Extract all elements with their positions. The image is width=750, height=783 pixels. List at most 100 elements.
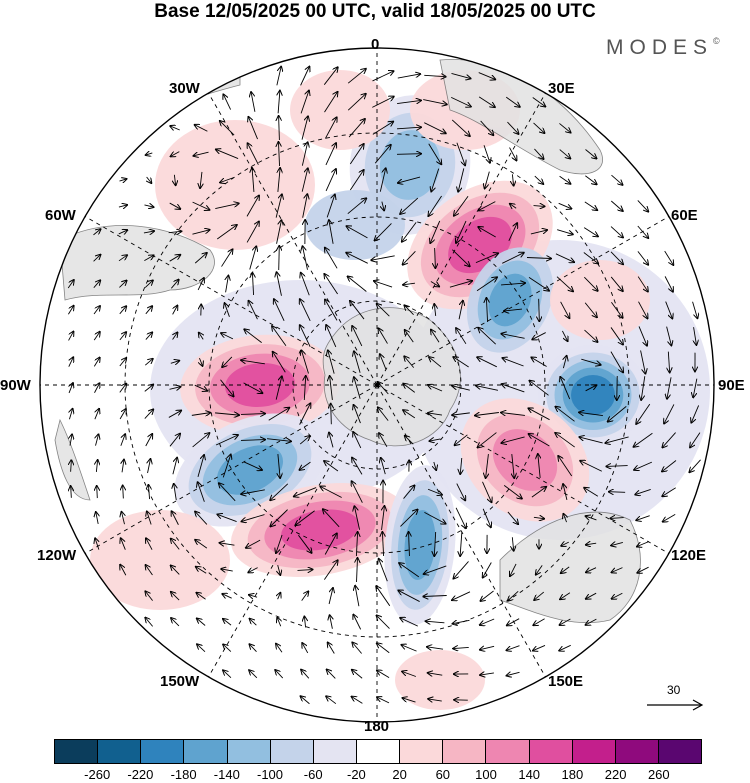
wind-arrow xyxy=(168,411,181,418)
wind-arrow xyxy=(583,227,598,237)
wind-arrow xyxy=(396,127,421,129)
wind-arrow xyxy=(301,696,310,705)
wind-arrow xyxy=(191,413,210,416)
wind-arrow xyxy=(501,413,525,416)
wind-arrow xyxy=(609,492,626,493)
wind-arrow xyxy=(611,542,623,545)
wind-arrow xyxy=(320,486,342,498)
wind-arrow xyxy=(323,67,337,85)
wind-arrow xyxy=(301,116,308,140)
wind-arrow xyxy=(477,357,497,368)
wind-arrow xyxy=(430,439,441,441)
wind-arrow xyxy=(693,378,698,398)
wind-arrow xyxy=(93,280,100,288)
wind-arrow xyxy=(301,142,307,166)
wind-arrow xyxy=(539,298,540,321)
wind-arrow xyxy=(533,122,545,133)
wind-arrow xyxy=(449,281,472,288)
wind-arrow xyxy=(171,592,180,601)
wind-arrow xyxy=(502,253,524,264)
wind-arrow xyxy=(636,403,651,424)
colorbar-swatch xyxy=(400,740,444,763)
wind-arrow xyxy=(530,230,547,235)
wind-arrow xyxy=(294,487,317,497)
wind-arrow xyxy=(452,413,470,415)
wind-arrow xyxy=(485,171,490,189)
wind-arrow xyxy=(223,670,232,678)
wind-arrow xyxy=(324,117,336,139)
wind-arrow xyxy=(400,197,419,214)
wind-arrow xyxy=(506,672,520,675)
wind-arrow xyxy=(528,276,549,290)
wind-arrow xyxy=(452,386,470,391)
wind-arrow xyxy=(689,459,701,472)
wind-arrow xyxy=(608,406,627,421)
wind-arrow xyxy=(605,436,629,443)
wind-arrow xyxy=(560,377,571,400)
wind-arrow xyxy=(226,276,229,293)
wind-arrow xyxy=(402,671,417,677)
anomaly-blob xyxy=(492,429,558,491)
wind-arrow xyxy=(223,644,232,652)
wind-arrow xyxy=(480,673,494,675)
wind-arrow xyxy=(326,325,337,348)
wind-arrow xyxy=(482,508,491,527)
wind-arrow xyxy=(400,618,418,627)
wind-arrow xyxy=(534,591,545,600)
wind-arrow xyxy=(501,334,525,339)
lon-label-90w: 90W xyxy=(0,377,31,394)
anomaly-blob xyxy=(216,445,284,495)
wind-arrow xyxy=(563,514,566,523)
wind-arrow xyxy=(456,483,465,501)
wind-arrow xyxy=(456,328,467,345)
meridian-line xyxy=(84,384,378,554)
wind-arrow xyxy=(323,560,337,580)
wind-arrow xyxy=(195,540,208,549)
wind-arrow xyxy=(377,304,390,317)
wind-arrow xyxy=(429,357,442,368)
wind-arrow xyxy=(302,351,309,374)
wind-arrow xyxy=(690,432,701,448)
anomaly-blob xyxy=(90,510,230,610)
wind-arrow xyxy=(353,432,362,449)
wind-arrow xyxy=(68,332,74,341)
lon-label-150w: 150W xyxy=(160,673,200,690)
anomaly-blob xyxy=(395,650,485,710)
wind-arrow xyxy=(170,280,178,289)
wind-arrow xyxy=(197,644,206,653)
wind-arrow xyxy=(559,175,571,184)
wind-arrow xyxy=(352,326,363,347)
wind-arrow xyxy=(215,203,238,210)
wind-arrow xyxy=(585,149,597,159)
polar-stereographic-map xyxy=(39,47,715,723)
wind-arrow xyxy=(397,100,421,103)
wind-arrow xyxy=(145,434,152,447)
map-title: Base 12/05/2025 00 UTC, valid 18/05/2025… xyxy=(154,1,596,22)
wind-arrow xyxy=(243,382,263,393)
lon-label-90e: 90E xyxy=(718,377,745,394)
wind-arrow xyxy=(168,231,182,232)
wind-arrow xyxy=(119,358,126,367)
wind-arrow xyxy=(96,434,99,446)
wind-arrow xyxy=(584,488,599,497)
wind-arrow xyxy=(480,120,494,135)
wind-arrow xyxy=(144,385,154,392)
wind-arrow xyxy=(241,489,265,494)
wind-arrow xyxy=(222,356,233,367)
wind-arrow xyxy=(475,412,499,415)
wind-arrow xyxy=(93,306,100,315)
wind-arrow xyxy=(507,645,520,651)
wind-arrow xyxy=(171,618,180,627)
map-boundary xyxy=(39,47,715,723)
wind-arrow xyxy=(692,301,698,318)
wind-arrow xyxy=(637,225,648,238)
wind-arrow xyxy=(304,617,305,628)
wind-arrow xyxy=(298,534,311,553)
wind-arrow xyxy=(460,457,462,474)
meridian-line xyxy=(208,384,378,678)
wind-arrow xyxy=(455,507,466,528)
wind-arrow xyxy=(538,454,540,478)
wind-arrow xyxy=(375,223,392,240)
wind-arrow xyxy=(637,276,648,292)
wind-arrow xyxy=(428,673,443,675)
